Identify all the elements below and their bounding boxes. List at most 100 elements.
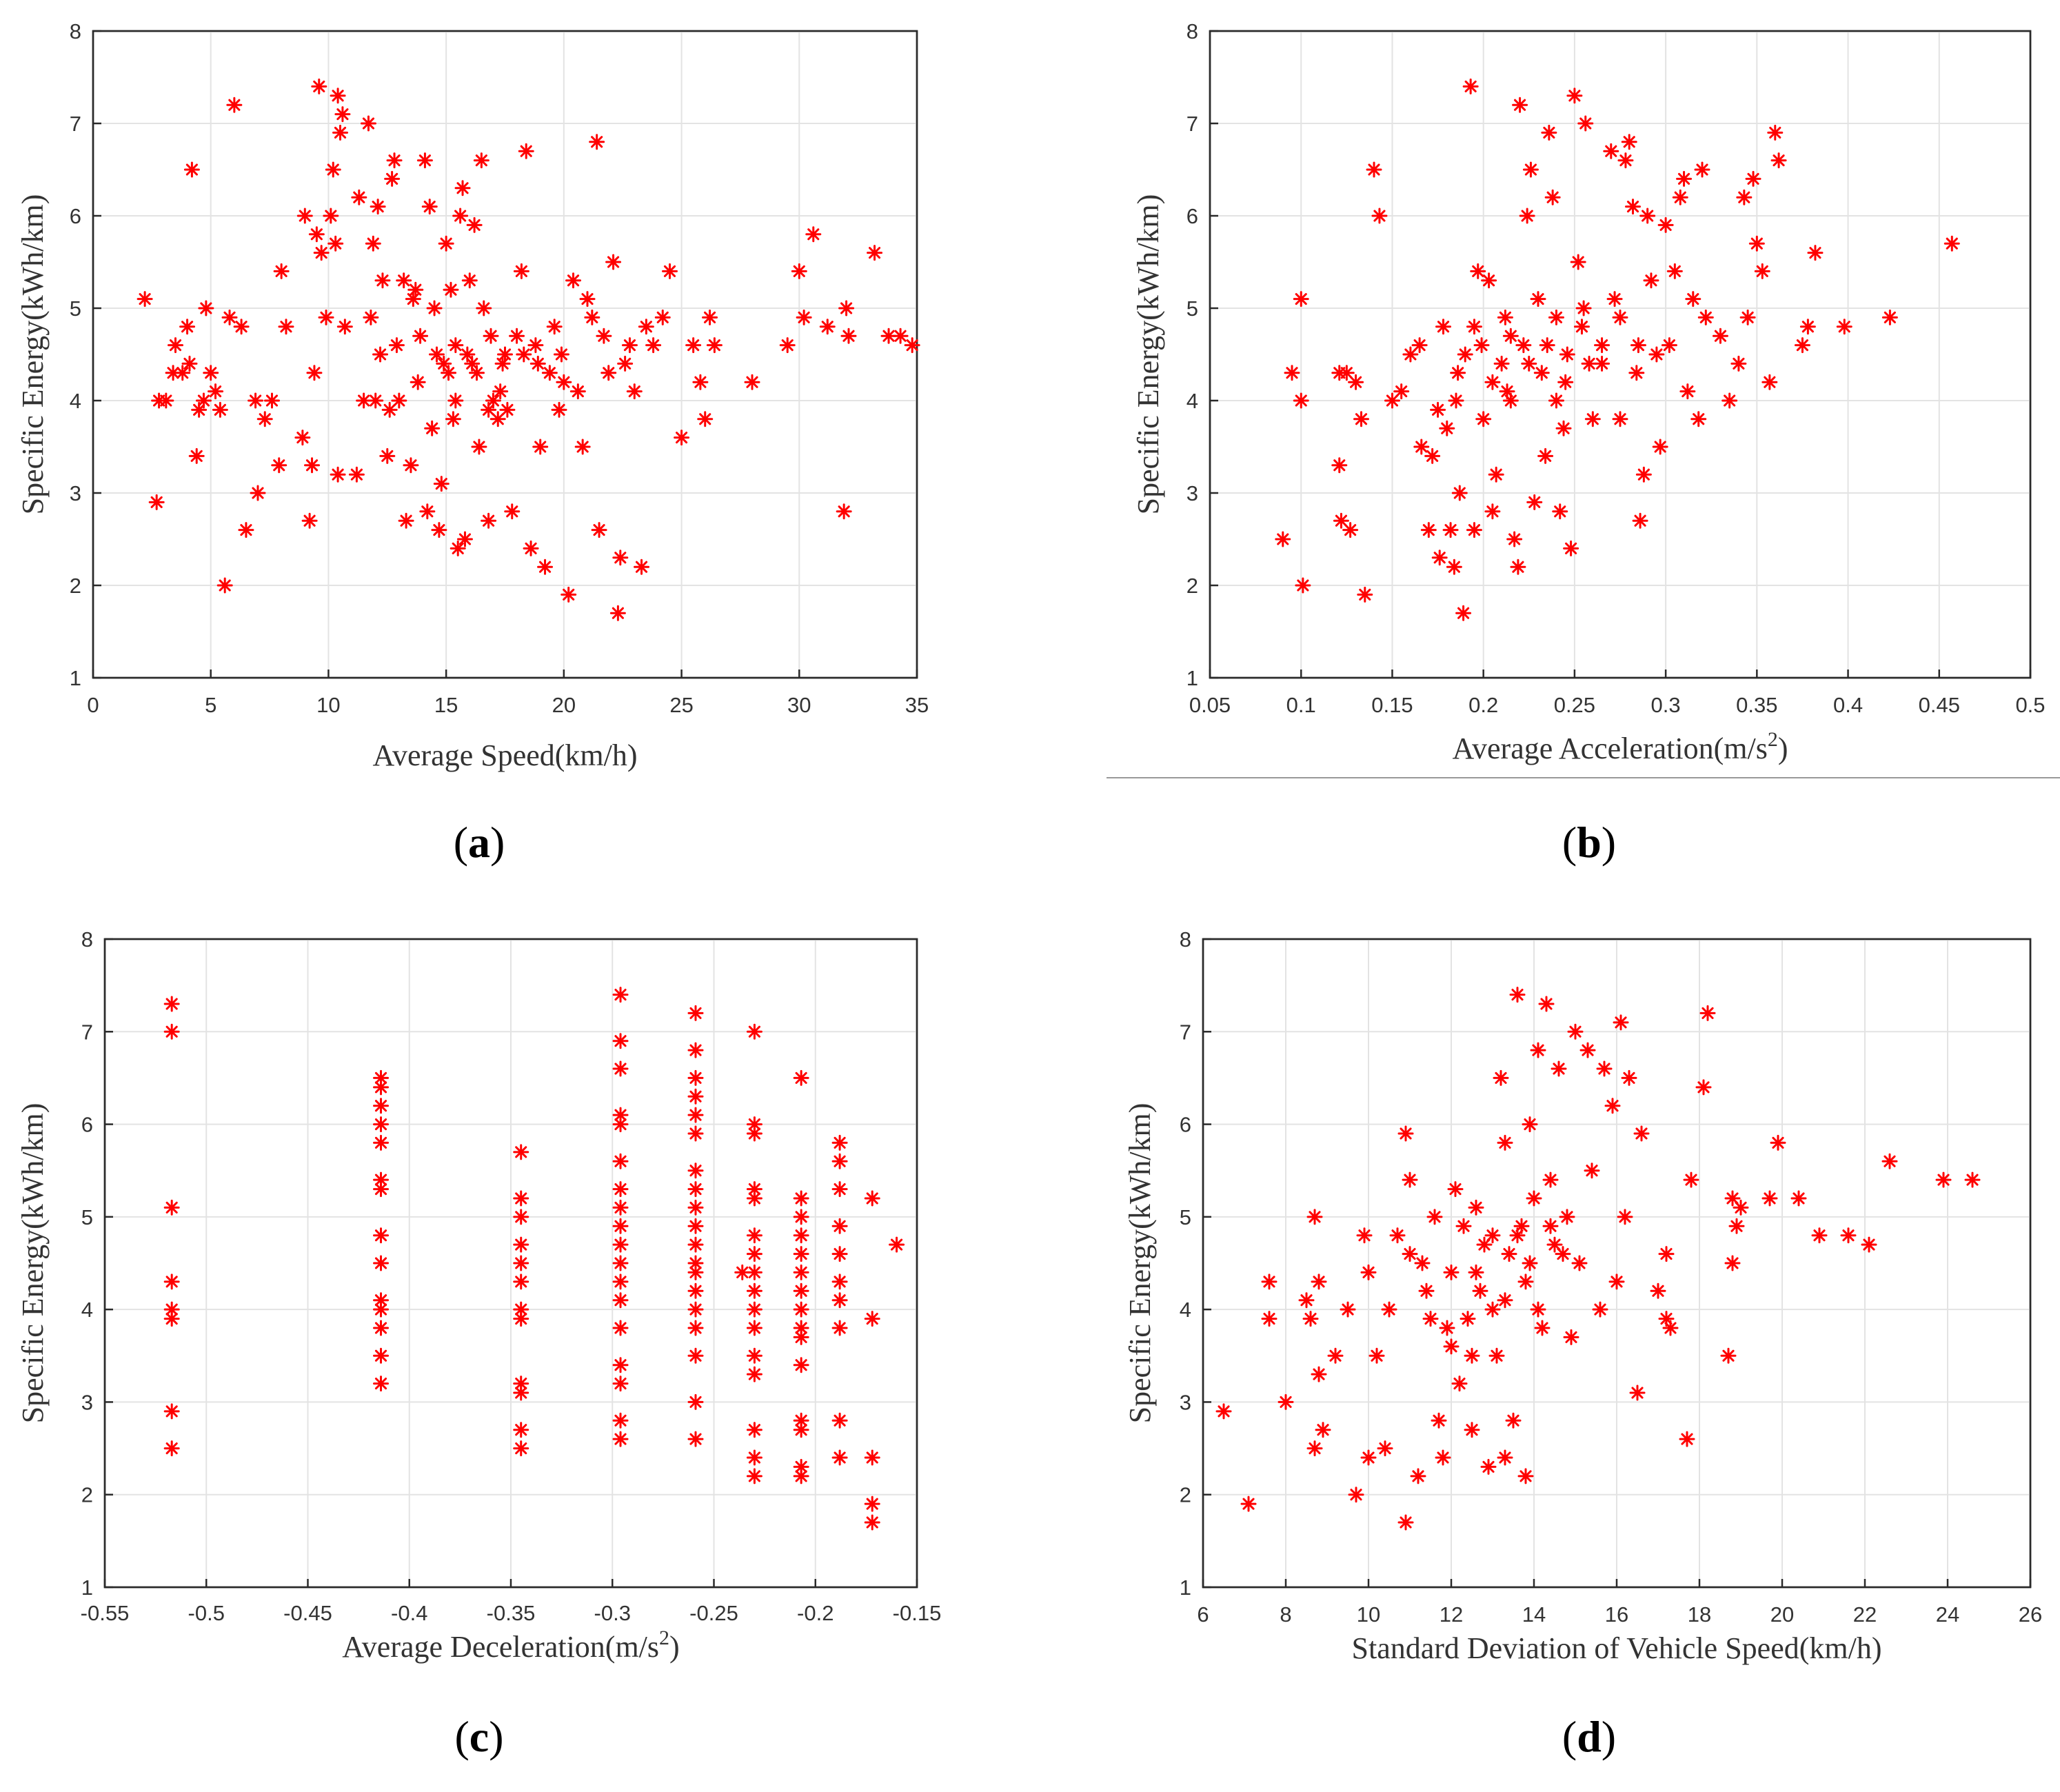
data-point xyxy=(203,365,219,381)
data-point xyxy=(654,309,671,325)
data-point xyxy=(238,522,254,538)
caption-b: (b) xyxy=(1562,818,1616,867)
data-point xyxy=(469,365,485,381)
data-point xyxy=(612,1199,629,1216)
data-point xyxy=(1439,420,1455,436)
data-point xyxy=(1261,1273,1278,1290)
data-point xyxy=(226,97,243,113)
data-point xyxy=(746,1366,763,1382)
data-point xyxy=(687,1347,704,1364)
data-point xyxy=(1694,161,1710,178)
data-point xyxy=(569,383,586,400)
data-point xyxy=(1522,1116,1538,1133)
data-point xyxy=(831,1273,848,1290)
data-point xyxy=(1443,1338,1460,1355)
data-point xyxy=(1293,392,1309,409)
data-point xyxy=(1811,1227,1828,1244)
data-point xyxy=(1338,365,1355,381)
x-tick-label: 26 xyxy=(2019,1602,2042,1627)
data-point xyxy=(1366,161,1382,178)
data-point xyxy=(1215,1403,1232,1420)
data-point xyxy=(250,485,266,501)
caption-c: (c) xyxy=(454,1712,503,1761)
data-point xyxy=(1389,1227,1406,1244)
data-point xyxy=(1484,1227,1501,1244)
y-tick-label: 5 xyxy=(1186,296,1198,321)
y-tick-label: 5 xyxy=(70,296,81,321)
data-point xyxy=(793,1069,809,1086)
data-point xyxy=(373,1181,390,1198)
data-point xyxy=(687,1236,704,1253)
data-point xyxy=(1733,1199,1749,1216)
y-tick-label: 5 xyxy=(1180,1205,1191,1229)
data-point xyxy=(687,1005,704,1021)
y-tick-label: 4 xyxy=(1186,389,1198,413)
x-tick-label: 0.2 xyxy=(1468,693,1498,717)
data-point xyxy=(513,263,529,279)
data-point xyxy=(1519,208,1535,224)
data-point xyxy=(1594,355,1610,372)
data-point xyxy=(819,319,836,335)
data-point xyxy=(1621,1069,1637,1086)
data-point xyxy=(356,392,372,409)
data-point xyxy=(1571,1255,1588,1271)
data-point xyxy=(1570,254,1586,270)
y-tick-label: 8 xyxy=(81,927,93,952)
data-point xyxy=(424,420,441,436)
y-tick-label: 7 xyxy=(1186,112,1198,136)
data-point xyxy=(617,355,634,372)
data-point xyxy=(188,447,205,464)
data-point xyxy=(473,152,489,169)
data-point xyxy=(793,1282,809,1299)
data-point xyxy=(1442,522,1459,538)
data-point xyxy=(831,1292,848,1309)
data-point xyxy=(163,1403,180,1420)
data-point xyxy=(612,1060,629,1077)
data-point xyxy=(746,1449,763,1466)
data-point xyxy=(313,245,330,261)
data-point xyxy=(1464,1347,1480,1364)
data-point xyxy=(373,1376,390,1392)
data-point xyxy=(1559,346,1575,363)
data-point xyxy=(574,439,591,455)
data-point xyxy=(1468,1199,1484,1216)
data-point xyxy=(793,1357,809,1373)
data-point xyxy=(1342,522,1359,538)
data-point xyxy=(426,300,443,316)
data-point xyxy=(793,1264,809,1280)
data-point xyxy=(1555,1246,1571,1262)
data-point xyxy=(796,309,812,325)
x-tick-label: 10 xyxy=(1357,1602,1380,1627)
data-point xyxy=(1628,365,1645,381)
data-point xyxy=(148,494,165,510)
axes-border xyxy=(1209,30,2032,679)
data-point xyxy=(880,328,897,344)
x-tick-label: -0.45 xyxy=(283,1601,332,1625)
y-tick-label: 6 xyxy=(81,1113,93,1137)
data-point xyxy=(1596,1060,1613,1077)
data-point xyxy=(1579,1042,1596,1058)
data-point xyxy=(483,328,499,344)
data-point xyxy=(1402,1246,1418,1262)
data-point xyxy=(1402,346,1419,363)
data-point xyxy=(447,392,464,409)
data-point xyxy=(838,300,855,316)
data-point xyxy=(1840,1227,1857,1244)
data-point xyxy=(1472,1282,1488,1299)
data-point xyxy=(1506,531,1523,547)
data-point xyxy=(1455,605,1472,621)
data-point xyxy=(433,476,450,492)
data-point xyxy=(1275,531,1291,547)
data-point xyxy=(1621,134,1637,150)
y-tick-label: 2 xyxy=(1186,574,1198,598)
data-point xyxy=(1690,411,1707,427)
data-point xyxy=(436,355,452,372)
data-point xyxy=(692,374,709,390)
y-tick-label: 3 xyxy=(70,481,81,505)
data-point xyxy=(373,1116,390,1133)
data-point xyxy=(373,1320,390,1336)
data-point xyxy=(412,328,429,344)
data-point xyxy=(327,235,344,252)
data-point xyxy=(445,411,461,427)
